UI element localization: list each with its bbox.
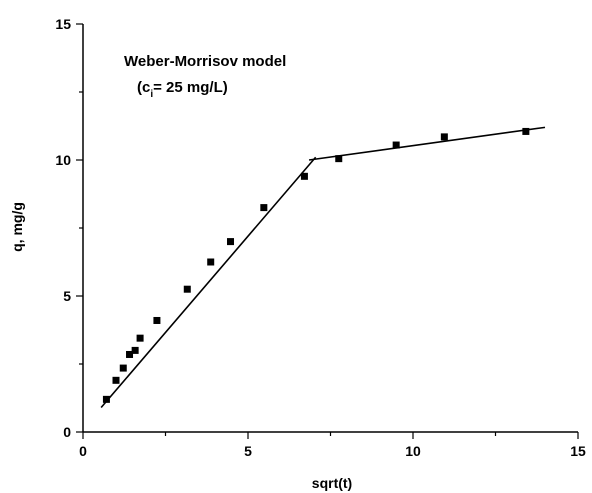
data-point — [392, 141, 400, 149]
x-axis-label: sqrt(t) — [312, 475, 352, 491]
data-point — [102, 395, 110, 403]
annotation-ci-suffix: = 25 mg/L) — [153, 79, 228, 96]
y-tick-label: 5 — [63, 288, 71, 304]
x-axis-ticks: 0 5 10 15 — [79, 432, 586, 459]
y-axis-ticks: 0 5 10 15 — [55, 16, 83, 440]
annotation-line-1: Weber-Morrisov model — [124, 53, 286, 70]
data-point — [119, 364, 127, 372]
data-point — [136, 334, 144, 342]
data-point — [183, 285, 191, 293]
data-point — [126, 350, 134, 358]
data-points — [102, 127, 530, 403]
data-point — [227, 238, 235, 246]
annotation-ci-prefix: (c — [137, 79, 150, 96]
data-point — [207, 258, 215, 266]
fit-line-2 — [308, 126, 546, 161]
data-point — [260, 204, 268, 212]
y-tick-label: 15 — [55, 16, 71, 32]
data-point — [440, 133, 448, 141]
y-tick-label: 10 — [55, 152, 71, 168]
y-tick-label: 0 — [63, 424, 71, 440]
y-axis-label: q, mg/g — [9, 202, 25, 252]
x-tick-label: 0 — [79, 443, 87, 459]
x-tick-label: 5 — [244, 443, 252, 459]
x-tick-label: 15 — [570, 443, 586, 459]
data-point — [112, 376, 120, 384]
annotation-ci-subscript: i — [150, 89, 153, 100]
data-point — [153, 316, 161, 324]
fit-lines — [100, 126, 546, 409]
data-point — [522, 127, 530, 135]
annotation-line-2: (ci= 25 mg/L) — [137, 79, 228, 100]
data-point — [300, 172, 308, 180]
fit-line-1 — [100, 156, 317, 409]
data-point — [335, 155, 343, 163]
data-point — [131, 346, 139, 354]
x-tick-label: 10 — [405, 443, 421, 459]
